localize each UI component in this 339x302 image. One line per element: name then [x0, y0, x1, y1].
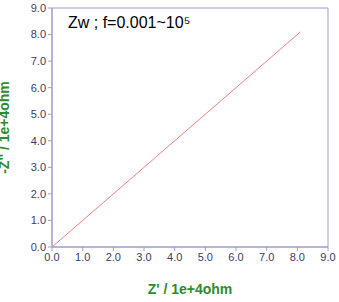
svg-text:9.0: 9.0 [31, 2, 46, 14]
svg-text:7.0: 7.0 [259, 251, 274, 263]
svg-text:7.0: 7.0 [31, 55, 46, 67]
html-text:Zw ; f=0.001~10⁵: Zw ; f=0.001~10⁵ [68, 14, 191, 31]
svg-text:3.0: 3.0 [136, 251, 151, 263]
svg-text:4.0: 4.0 [31, 135, 46, 147]
svg-text:6.0: 6.0 [228, 251, 243, 263]
svg-text:2.0: 2.0 [31, 188, 46, 200]
svg-text:-Z'' / 1e+4ohm: -Z'' / 1e+4ohm [8, 81, 12, 174]
svg-text:5.0: 5.0 [31, 108, 46, 120]
svg-text:9.0: 9.0 [320, 251, 331, 263]
svg-text:Z' / 1e+4ohm: Z' / 1e+4ohm [148, 281, 233, 297]
svg-text:8.0: 8.0 [31, 28, 46, 40]
svg-text:3.0: 3.0 [31, 161, 46, 173]
svg-text:4.0: 4.0 [167, 251, 182, 263]
svg-text:2.0: 2.0 [106, 251, 121, 263]
svg-text:8.0: 8.0 [290, 251, 305, 263]
svg-text:6.0: 6.0 [31, 82, 46, 94]
svg-text:5.0: 5.0 [198, 251, 213, 263]
svg-text:1.0: 1.0 [75, 251, 90, 263]
svg-text:0.0: 0.0 [31, 241, 46, 253]
svg-text:0.0: 0.0 [44, 251, 59, 263]
svg-text:1.0: 1.0 [31, 214, 46, 226]
